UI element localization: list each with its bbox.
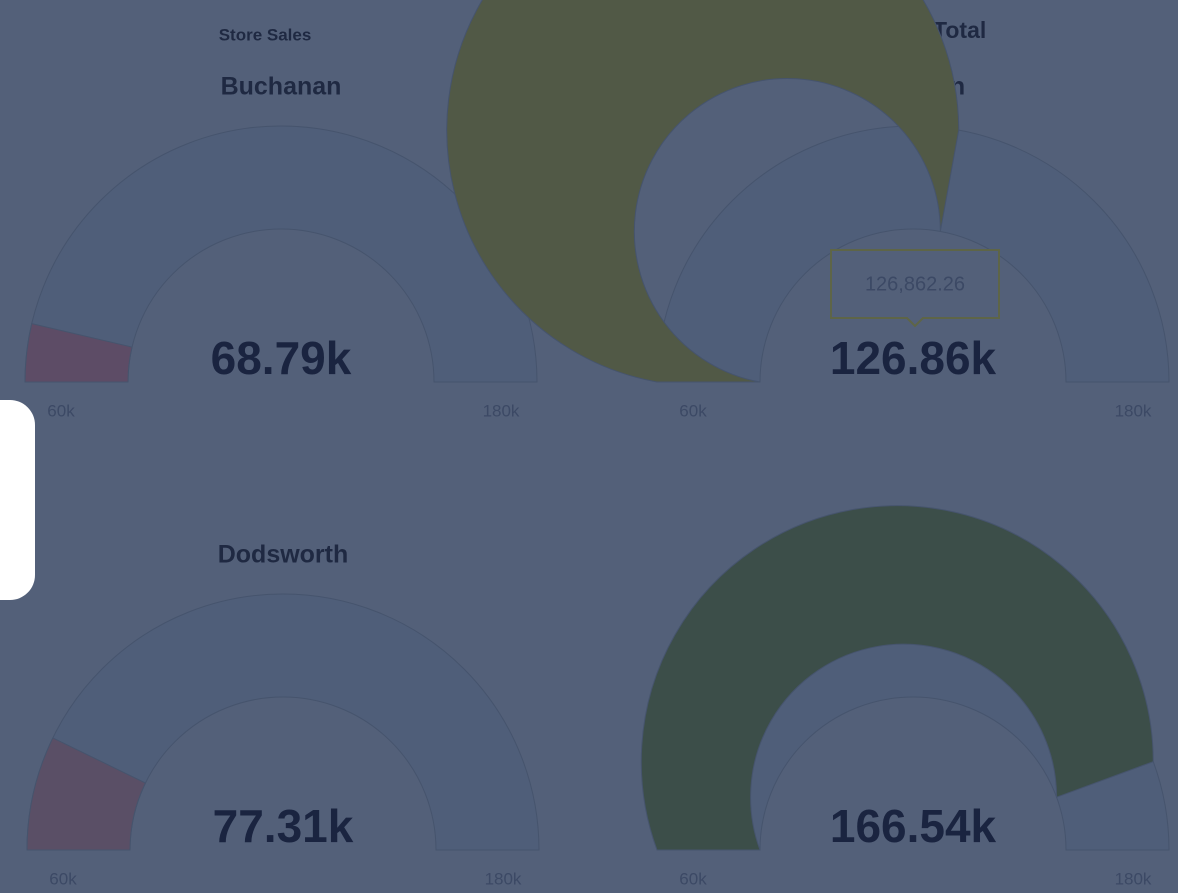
gauge-value: 68.79k (211, 332, 352, 384)
gauge-title: Buchanan (221, 73, 342, 101)
gauge-value: 166.54k (830, 800, 997, 852)
gauge-title: Dodsworth (218, 541, 349, 569)
tooltip-text: 126,862.26 (865, 273, 965, 295)
gauge-fill (24, 323, 133, 383)
gauge-track (656, 125, 1170, 383)
gauge-range-label: 180k (1115, 401, 1152, 420)
gauge-fill (26, 737, 147, 851)
gauge-range-label: 180k (483, 401, 520, 420)
gauge-range-label: 60k (679, 401, 707, 420)
gauge-fill (640, 505, 1154, 851)
gauge-value: 77.31k (213, 800, 354, 852)
gauge-range-label: 60k (47, 401, 75, 420)
gauge-range-label: 180k (485, 869, 522, 888)
tooltip-box (830, 249, 1000, 328)
section-header: Store Sales (219, 25, 312, 44)
gauge-range-label: 60k (49, 869, 77, 888)
gauge-value: 126.86k (830, 332, 997, 384)
gauge-range-label: 60k (679, 869, 707, 888)
gauge-fill (446, 0, 960, 383)
gauge-track (26, 593, 540, 851)
side-panel (0, 400, 35, 600)
gauge-range-label: 180k (1115, 869, 1152, 888)
